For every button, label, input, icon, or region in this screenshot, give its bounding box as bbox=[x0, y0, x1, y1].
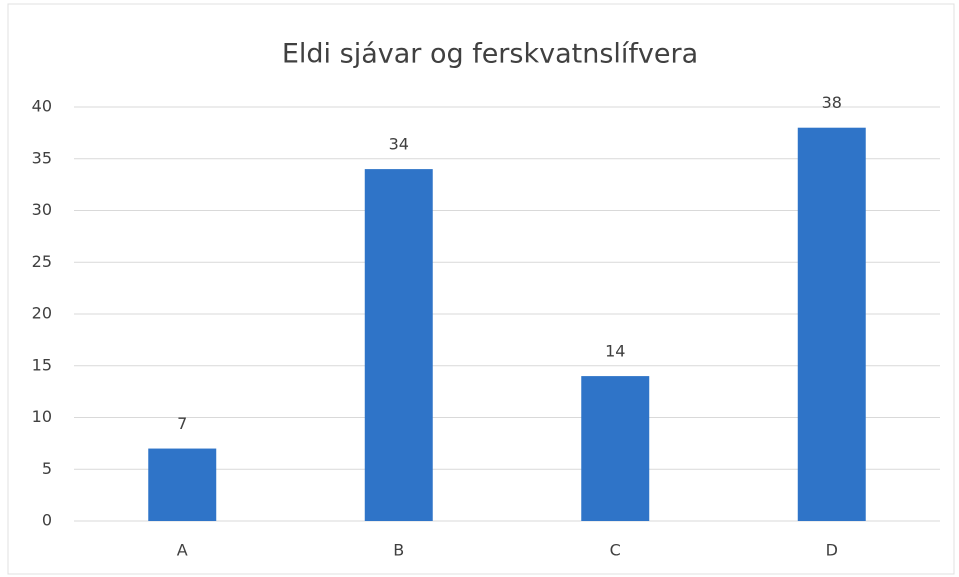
y-tick-label: 15 bbox=[32, 355, 52, 374]
x-tick-label: C bbox=[610, 541, 621, 560]
data-label: 34 bbox=[389, 135, 409, 154]
y-tick-label: 20 bbox=[32, 304, 52, 323]
bar bbox=[797, 127, 866, 521]
y-tick-label: 5 bbox=[42, 459, 52, 478]
y-tick-label: 35 bbox=[32, 148, 52, 167]
data-label: 14 bbox=[605, 342, 625, 361]
x-tick-label: B bbox=[393, 541, 404, 560]
x-tick-label: D bbox=[826, 541, 838, 560]
y-tick-label: 0 bbox=[42, 511, 52, 530]
chart-title: Eldi sjávar og ferskvatnslífvera bbox=[282, 39, 698, 70]
y-tick-label: 30 bbox=[32, 200, 52, 219]
bar bbox=[148, 448, 217, 521]
x-tick-label: A bbox=[177, 541, 188, 560]
bar bbox=[581, 376, 650, 521]
data-label: 38 bbox=[822, 93, 842, 112]
data-label: 7 bbox=[177, 414, 187, 433]
bar bbox=[364, 169, 433, 521]
y-tick-label: 40 bbox=[32, 97, 52, 116]
y-tick-label: 10 bbox=[32, 407, 52, 426]
y-tick-label: 25 bbox=[32, 252, 52, 271]
